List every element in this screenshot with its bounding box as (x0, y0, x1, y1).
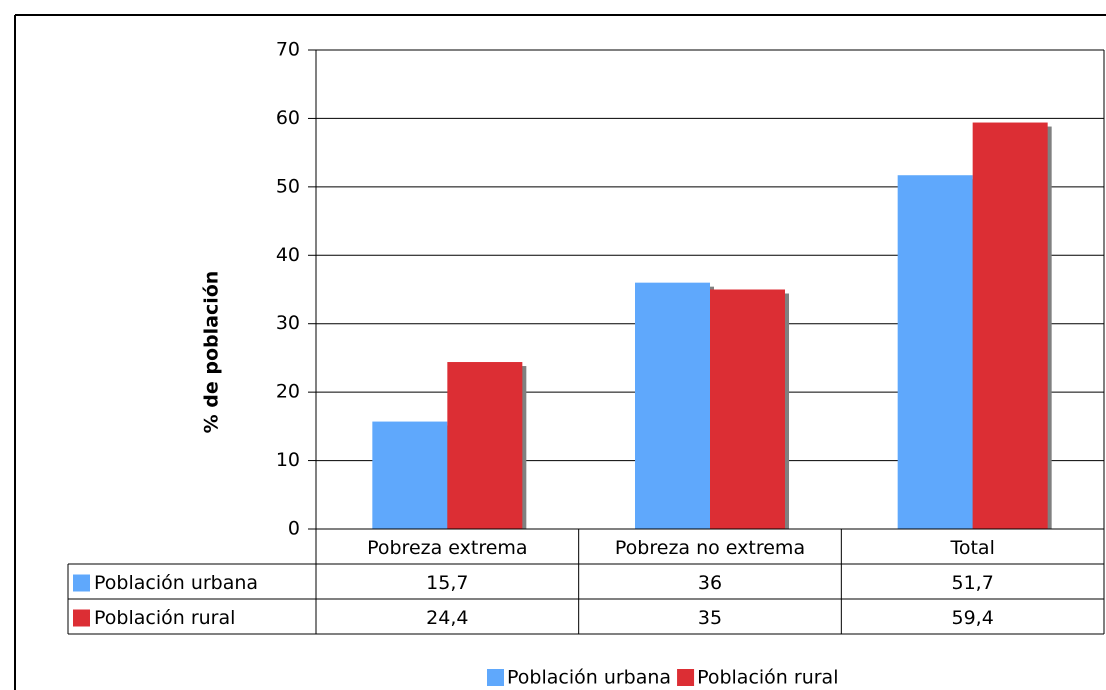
table-value: 24,4 (426, 607, 468, 629)
bar (897, 175, 973, 529)
y-tick-label: 50 (276, 175, 300, 197)
y-tick-label: 40 (276, 244, 300, 266)
row-label: Población rural (94, 607, 235, 629)
legend-swatch (677, 669, 695, 686)
bar (635, 282, 710, 529)
bar (447, 362, 523, 529)
y-tick-label: 10 (276, 449, 300, 471)
y-tick-label: 70 (276, 39, 300, 61)
x-tick-label: Pobreza extrema (367, 537, 528, 559)
y-tick-label: 30 (276, 312, 300, 334)
legend-label: Población urbana (507, 667, 671, 689)
legend-swatch (73, 609, 90, 627)
y-tick-label: 0 (288, 518, 300, 540)
row-label: Población urbana (94, 572, 258, 594)
bar (710, 289, 785, 529)
legend-swatch (73, 574, 90, 592)
bar (972, 122, 1048, 529)
y-tick-label: 60 (276, 107, 300, 129)
bar (372, 421, 448, 529)
x-tick-label: Total (949, 537, 994, 559)
legend-label: Población rural (697, 667, 838, 689)
table-value: 36 (698, 572, 722, 594)
table-value: 59,4 (952, 607, 994, 629)
x-tick-label: Pobreza no extrema (615, 537, 805, 559)
legend-swatch (487, 669, 504, 686)
y-tick-label: 20 (276, 381, 300, 403)
y-axis-title: % de población (201, 271, 223, 434)
table-value: 51,7 (952, 572, 994, 594)
table-value: 35 (698, 607, 722, 629)
table-value: 15,7 (426, 572, 468, 594)
